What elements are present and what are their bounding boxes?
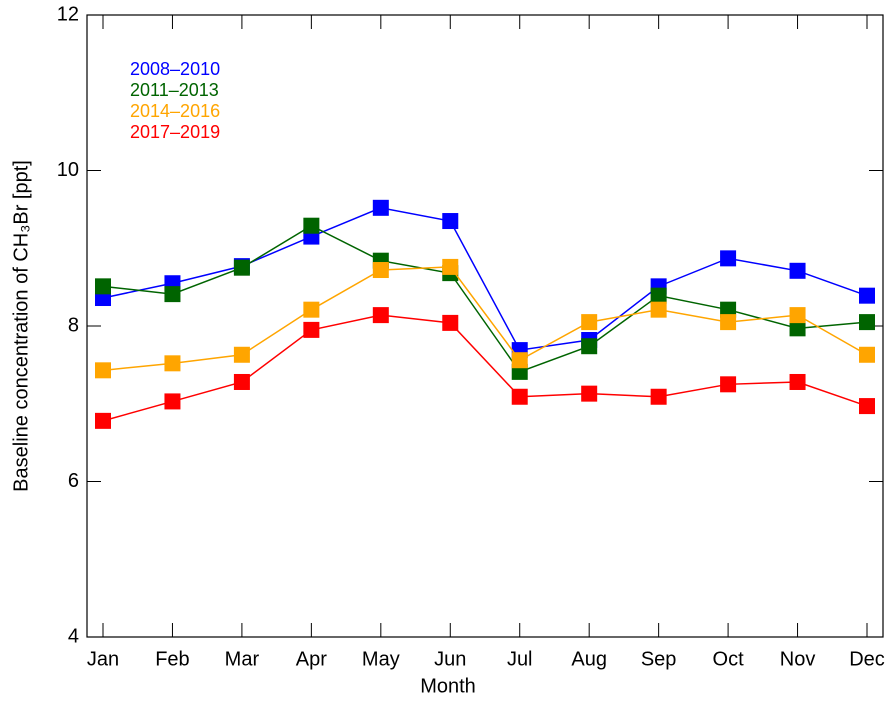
y-tick-label: 12 (57, 3, 79, 25)
marker (372, 199, 389, 216)
marker (442, 213, 459, 230)
marker (233, 346, 250, 363)
marker (720, 301, 737, 318)
y-tick-label: 10 (57, 159, 79, 181)
marker (859, 314, 875, 331)
x-tick-label: Oct (713, 648, 745, 670)
marker (303, 217, 320, 234)
marker (164, 286, 181, 303)
x-tick-label: Apr (296, 648, 327, 670)
x-tick-label: May (362, 648, 400, 670)
marker (442, 314, 459, 331)
marker (511, 388, 528, 405)
marker (303, 301, 320, 318)
x-tick-label: Jul (507, 648, 533, 670)
marker (233, 259, 250, 276)
marker (233, 373, 250, 390)
series-line (102, 224, 868, 373)
marker (372, 307, 389, 324)
y-tick-label: 8 (68, 314, 79, 336)
marker (164, 393, 181, 410)
y-axis-label: Baseline concentration of CH₃Br [ppt] (10, 160, 32, 492)
marker (720, 250, 737, 267)
x-axis-label: Month (420, 675, 476, 697)
y-tick-label: 6 (68, 470, 79, 492)
marker (95, 362, 111, 379)
x-tick-label: Aug (571, 648, 607, 670)
marker (859, 346, 875, 363)
marker (859, 287, 875, 304)
marker (859, 398, 875, 415)
x-tick-label: Dec (849, 648, 885, 670)
y-tick-label: 4 (68, 625, 79, 647)
legend-label: 2011–2013 (130, 80, 219, 100)
marker (442, 258, 459, 275)
marker (95, 412, 111, 429)
legend-label: 2017–2019 (130, 122, 220, 142)
marker (720, 314, 737, 331)
marker (789, 262, 806, 279)
legend-label: 2008–2010 (130, 59, 220, 79)
marker (650, 287, 667, 304)
marker (650, 301, 667, 318)
series-line (102, 314, 868, 422)
x-tick-label: Jun (434, 648, 466, 670)
marker (789, 373, 806, 390)
marker (789, 320, 806, 337)
marker (164, 355, 181, 372)
series-line (102, 207, 868, 351)
x-tick-label: Jan (87, 648, 119, 670)
x-tick-label: Nov (780, 648, 816, 670)
legend-label: 2014–2016 (130, 101, 220, 121)
marker (511, 352, 528, 369)
marker (650, 388, 667, 405)
x-tick-label: Mar (225, 648, 260, 670)
marker (95, 278, 111, 295)
series-line (102, 266, 868, 372)
marker (581, 314, 598, 331)
marker (720, 376, 737, 393)
marker (303, 321, 320, 338)
marker (581, 338, 598, 355)
x-tick-label: Sep (641, 648, 677, 670)
x-tick-label: Feb (155, 648, 189, 670)
marker (789, 307, 806, 324)
marker (372, 262, 389, 279)
marker (581, 385, 598, 402)
